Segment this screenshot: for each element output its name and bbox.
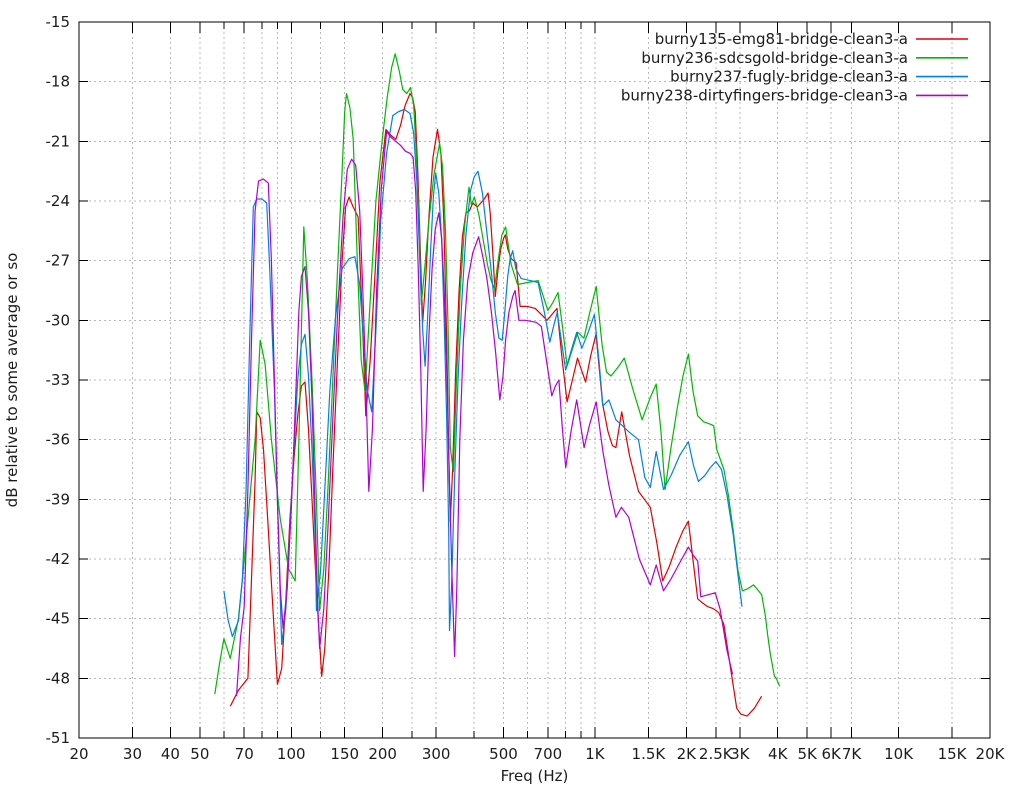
x-tick-label: 4K	[768, 745, 789, 763]
x-tick-label: 3K	[730, 745, 751, 763]
x-tick-label: 1.5K	[632, 745, 667, 763]
y-tick-label: -33	[46, 371, 71, 389]
y-tick-label: -15	[46, 13, 71, 31]
y-axis-title: dB relative to some average or so	[3, 253, 21, 508]
x-tick-label: 20	[69, 745, 88, 763]
x-tick-label: 100	[277, 745, 306, 763]
legend-label-series-4: burny238-dirtyfingers-bridge-clean3-a	[621, 86, 908, 104]
x-tick-label: 5K	[797, 745, 818, 763]
series-line-burny237-fugly-bridge-clean3-a	[223, 108, 743, 646]
y-tick-label: -36	[46, 431, 71, 449]
x-tick-label: 10K	[884, 745, 914, 763]
x-tick-label: 30	[123, 745, 142, 763]
y-tick-label: -18	[46, 73, 71, 91]
tick-labels: 20 30 40 50 70 100 150 200 300 500 700 1K 1.5K 2K 2.5K…	[46, 13, 1006, 763]
x-tick-label: 2.5K	[699, 745, 734, 763]
x-tick-label: 200	[368, 745, 397, 763]
legend-label-series-2: burny236-sdcsgold-bridge-clean3-a	[641, 49, 908, 67]
x-axis-title: Freq (Hz)	[501, 767, 569, 785]
x-tick-label: 20K	[976, 745, 1006, 763]
x-tick-label: 700	[534, 745, 563, 763]
gridlines	[78, 21, 991, 739]
series-lines	[214, 53, 781, 717]
y-tick-label: -51	[46, 729, 71, 747]
x-tick-label: 7K	[842, 745, 863, 763]
x-tick-label: 6K	[822, 745, 843, 763]
series-line-burny238-dirtyfingers-bridge-clean3-a	[235, 130, 734, 697]
x-tick-label: 500	[489, 745, 518, 763]
y-tick-label: -27	[46, 252, 71, 270]
x-tick-label: 300	[422, 745, 451, 763]
tick-marks	[78, 21, 991, 739]
x-tick-label: 2K	[677, 745, 698, 763]
x-tick-label: 1K	[585, 745, 606, 763]
legend-label-series-3: burny237-fugly-bridge-clean3-a	[670, 68, 908, 86]
y-tick-label: -21	[46, 132, 71, 150]
x-tick-label: 70	[235, 745, 254, 763]
x-tick-label: 150	[330, 745, 359, 763]
legend-label-series-1: burny135-emg81-bridge-clean3-a	[655, 30, 908, 48]
y-tick-label: -42	[46, 550, 71, 568]
x-tick-label: 40	[161, 745, 180, 763]
y-tick-label: -48	[46, 669, 71, 687]
y-tick-label: -45	[46, 610, 71, 628]
x-tick-label: 15K	[938, 745, 968, 763]
y-tick-label: -24	[46, 192, 71, 210]
legend: burny135-emg81-bridge-clean3-a burny236-…	[621, 30, 968, 104]
y-tick-label: -39	[46, 490, 71, 508]
x-tick-label: 50	[190, 745, 209, 763]
y-tick-label: -30	[46, 311, 71, 329]
